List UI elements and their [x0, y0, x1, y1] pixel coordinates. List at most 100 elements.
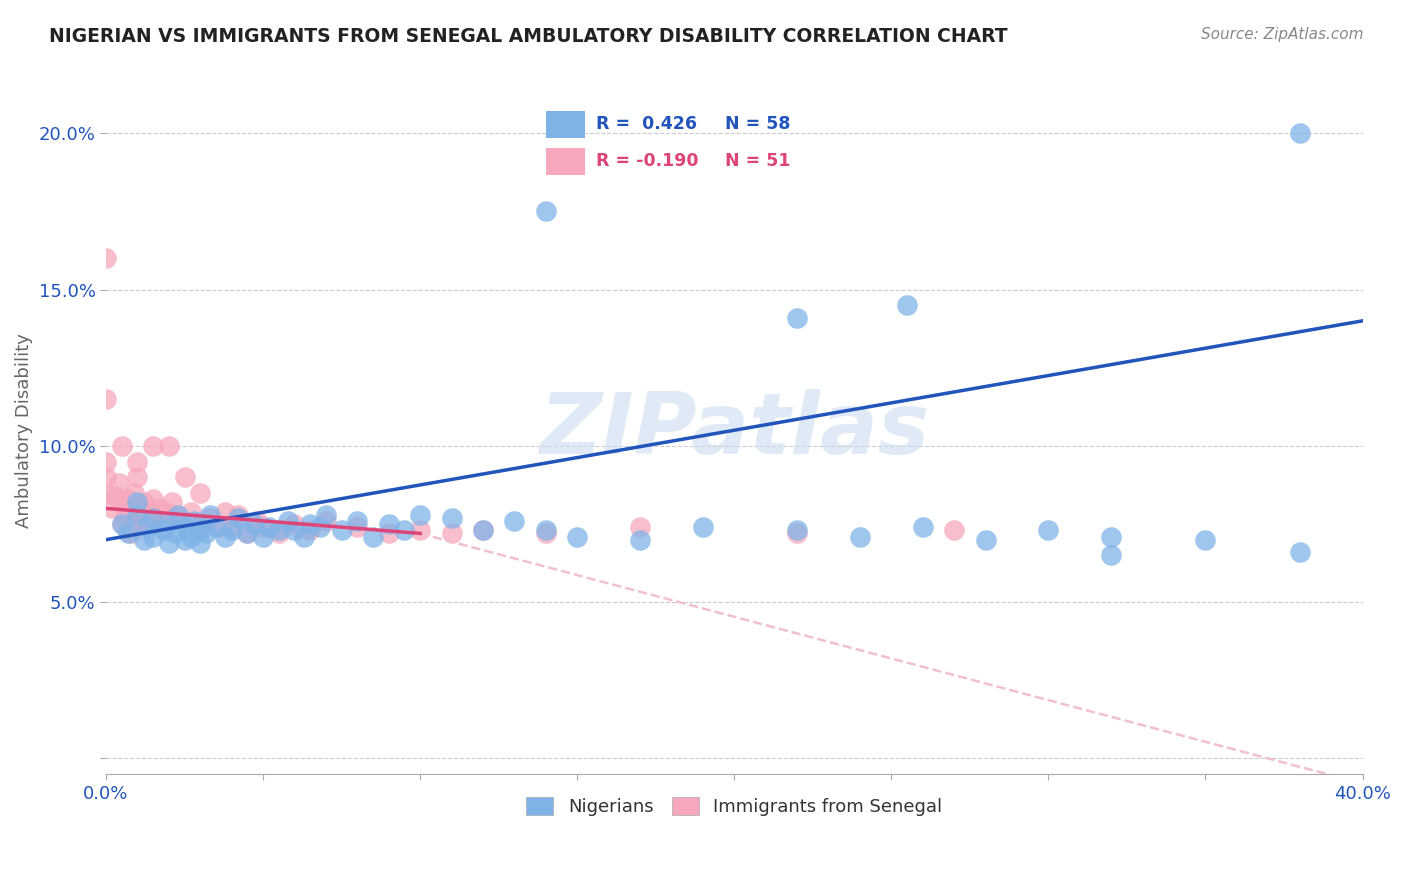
Text: R = -0.190: R = -0.190	[596, 153, 699, 170]
Point	[205, 520, 228, 534]
Point	[1099, 549, 1122, 563]
Point	[104, 489, 127, 503]
Point	[152, 520, 174, 534]
Point	[308, 520, 330, 534]
Legend: Nigerians, Immigrants from Senegal: Nigerians, Immigrants from Senegal	[519, 789, 949, 823]
Point	[849, 529, 872, 543]
Point	[1194, 533, 1216, 547]
Point	[283, 523, 305, 537]
Point	[101, 501, 124, 516]
Point	[142, 439, 165, 453]
Point	[440, 526, 463, 541]
Point	[165, 526, 187, 541]
Point	[94, 454, 117, 468]
Point	[132, 533, 155, 547]
Point	[135, 516, 157, 531]
Point	[132, 495, 155, 509]
Point	[277, 514, 299, 528]
Point	[1099, 529, 1122, 543]
Point	[94, 470, 117, 484]
Point	[534, 204, 557, 219]
Point	[267, 523, 290, 537]
Point	[252, 520, 274, 534]
Point	[114, 508, 136, 522]
Point	[567, 529, 589, 543]
Point	[173, 514, 195, 528]
Text: R =  0.426: R = 0.426	[596, 115, 697, 133]
Point	[107, 476, 129, 491]
Point	[786, 523, 808, 537]
Point	[236, 526, 259, 541]
Point	[127, 508, 149, 522]
Point	[208, 520, 231, 534]
Point	[157, 536, 180, 550]
Point	[259, 520, 281, 534]
Point	[242, 516, 264, 531]
Point	[471, 523, 494, 537]
Point	[111, 495, 134, 509]
Point	[943, 523, 966, 537]
Point	[292, 529, 315, 543]
Text: N = 51: N = 51	[725, 153, 792, 170]
Point	[94, 392, 117, 406]
FancyBboxPatch shape	[546, 111, 585, 138]
Point	[198, 510, 221, 524]
Text: N = 58: N = 58	[725, 115, 792, 133]
Point	[315, 514, 337, 528]
Point	[160, 495, 183, 509]
Point	[198, 508, 221, 522]
Text: Source: ZipAtlas.com: Source: ZipAtlas.com	[1201, 27, 1364, 42]
Point	[188, 523, 211, 537]
Point	[1038, 523, 1060, 537]
Point	[127, 495, 149, 509]
Point	[173, 470, 195, 484]
Point	[188, 516, 211, 531]
Point	[157, 516, 180, 531]
Point	[534, 523, 557, 537]
Point	[299, 523, 322, 537]
Point	[236, 526, 259, 541]
Point	[252, 529, 274, 543]
Point	[180, 504, 202, 518]
Point	[111, 516, 134, 531]
Text: NIGERIAN VS IMMIGRANTS FROM SENEGAL AMBULATORY DISABILITY CORRELATION CHART: NIGERIAN VS IMMIGRANTS FROM SENEGAL AMBU…	[49, 27, 1008, 45]
Point	[974, 533, 997, 547]
Point	[142, 510, 165, 524]
Point	[142, 491, 165, 506]
Point	[346, 514, 368, 528]
Point	[283, 516, 305, 531]
Point	[127, 516, 149, 531]
Point	[117, 526, 139, 541]
Point	[299, 516, 322, 531]
Point	[226, 508, 249, 522]
Point	[394, 523, 416, 537]
Point	[214, 529, 236, 543]
Point	[142, 529, 165, 543]
Point	[267, 526, 290, 541]
Point	[377, 526, 399, 541]
Point	[111, 439, 134, 453]
Point	[127, 470, 149, 484]
Point	[188, 536, 211, 550]
Point	[377, 516, 399, 531]
Point	[786, 526, 808, 541]
Text: ZIPatlas: ZIPatlas	[538, 389, 929, 472]
Point	[221, 520, 243, 534]
Point	[221, 523, 243, 537]
Point	[409, 508, 432, 522]
Point	[165, 508, 187, 522]
Point	[226, 510, 249, 524]
Point	[188, 485, 211, 500]
Point	[167, 508, 190, 522]
Point	[911, 520, 934, 534]
Point	[246, 514, 269, 528]
Point	[692, 520, 714, 534]
Point	[330, 523, 353, 537]
Point	[503, 514, 526, 528]
Point	[135, 520, 157, 534]
Point	[157, 514, 180, 528]
Point	[120, 504, 142, 518]
Point	[155, 504, 177, 518]
Point	[361, 529, 384, 543]
Point	[94, 485, 117, 500]
